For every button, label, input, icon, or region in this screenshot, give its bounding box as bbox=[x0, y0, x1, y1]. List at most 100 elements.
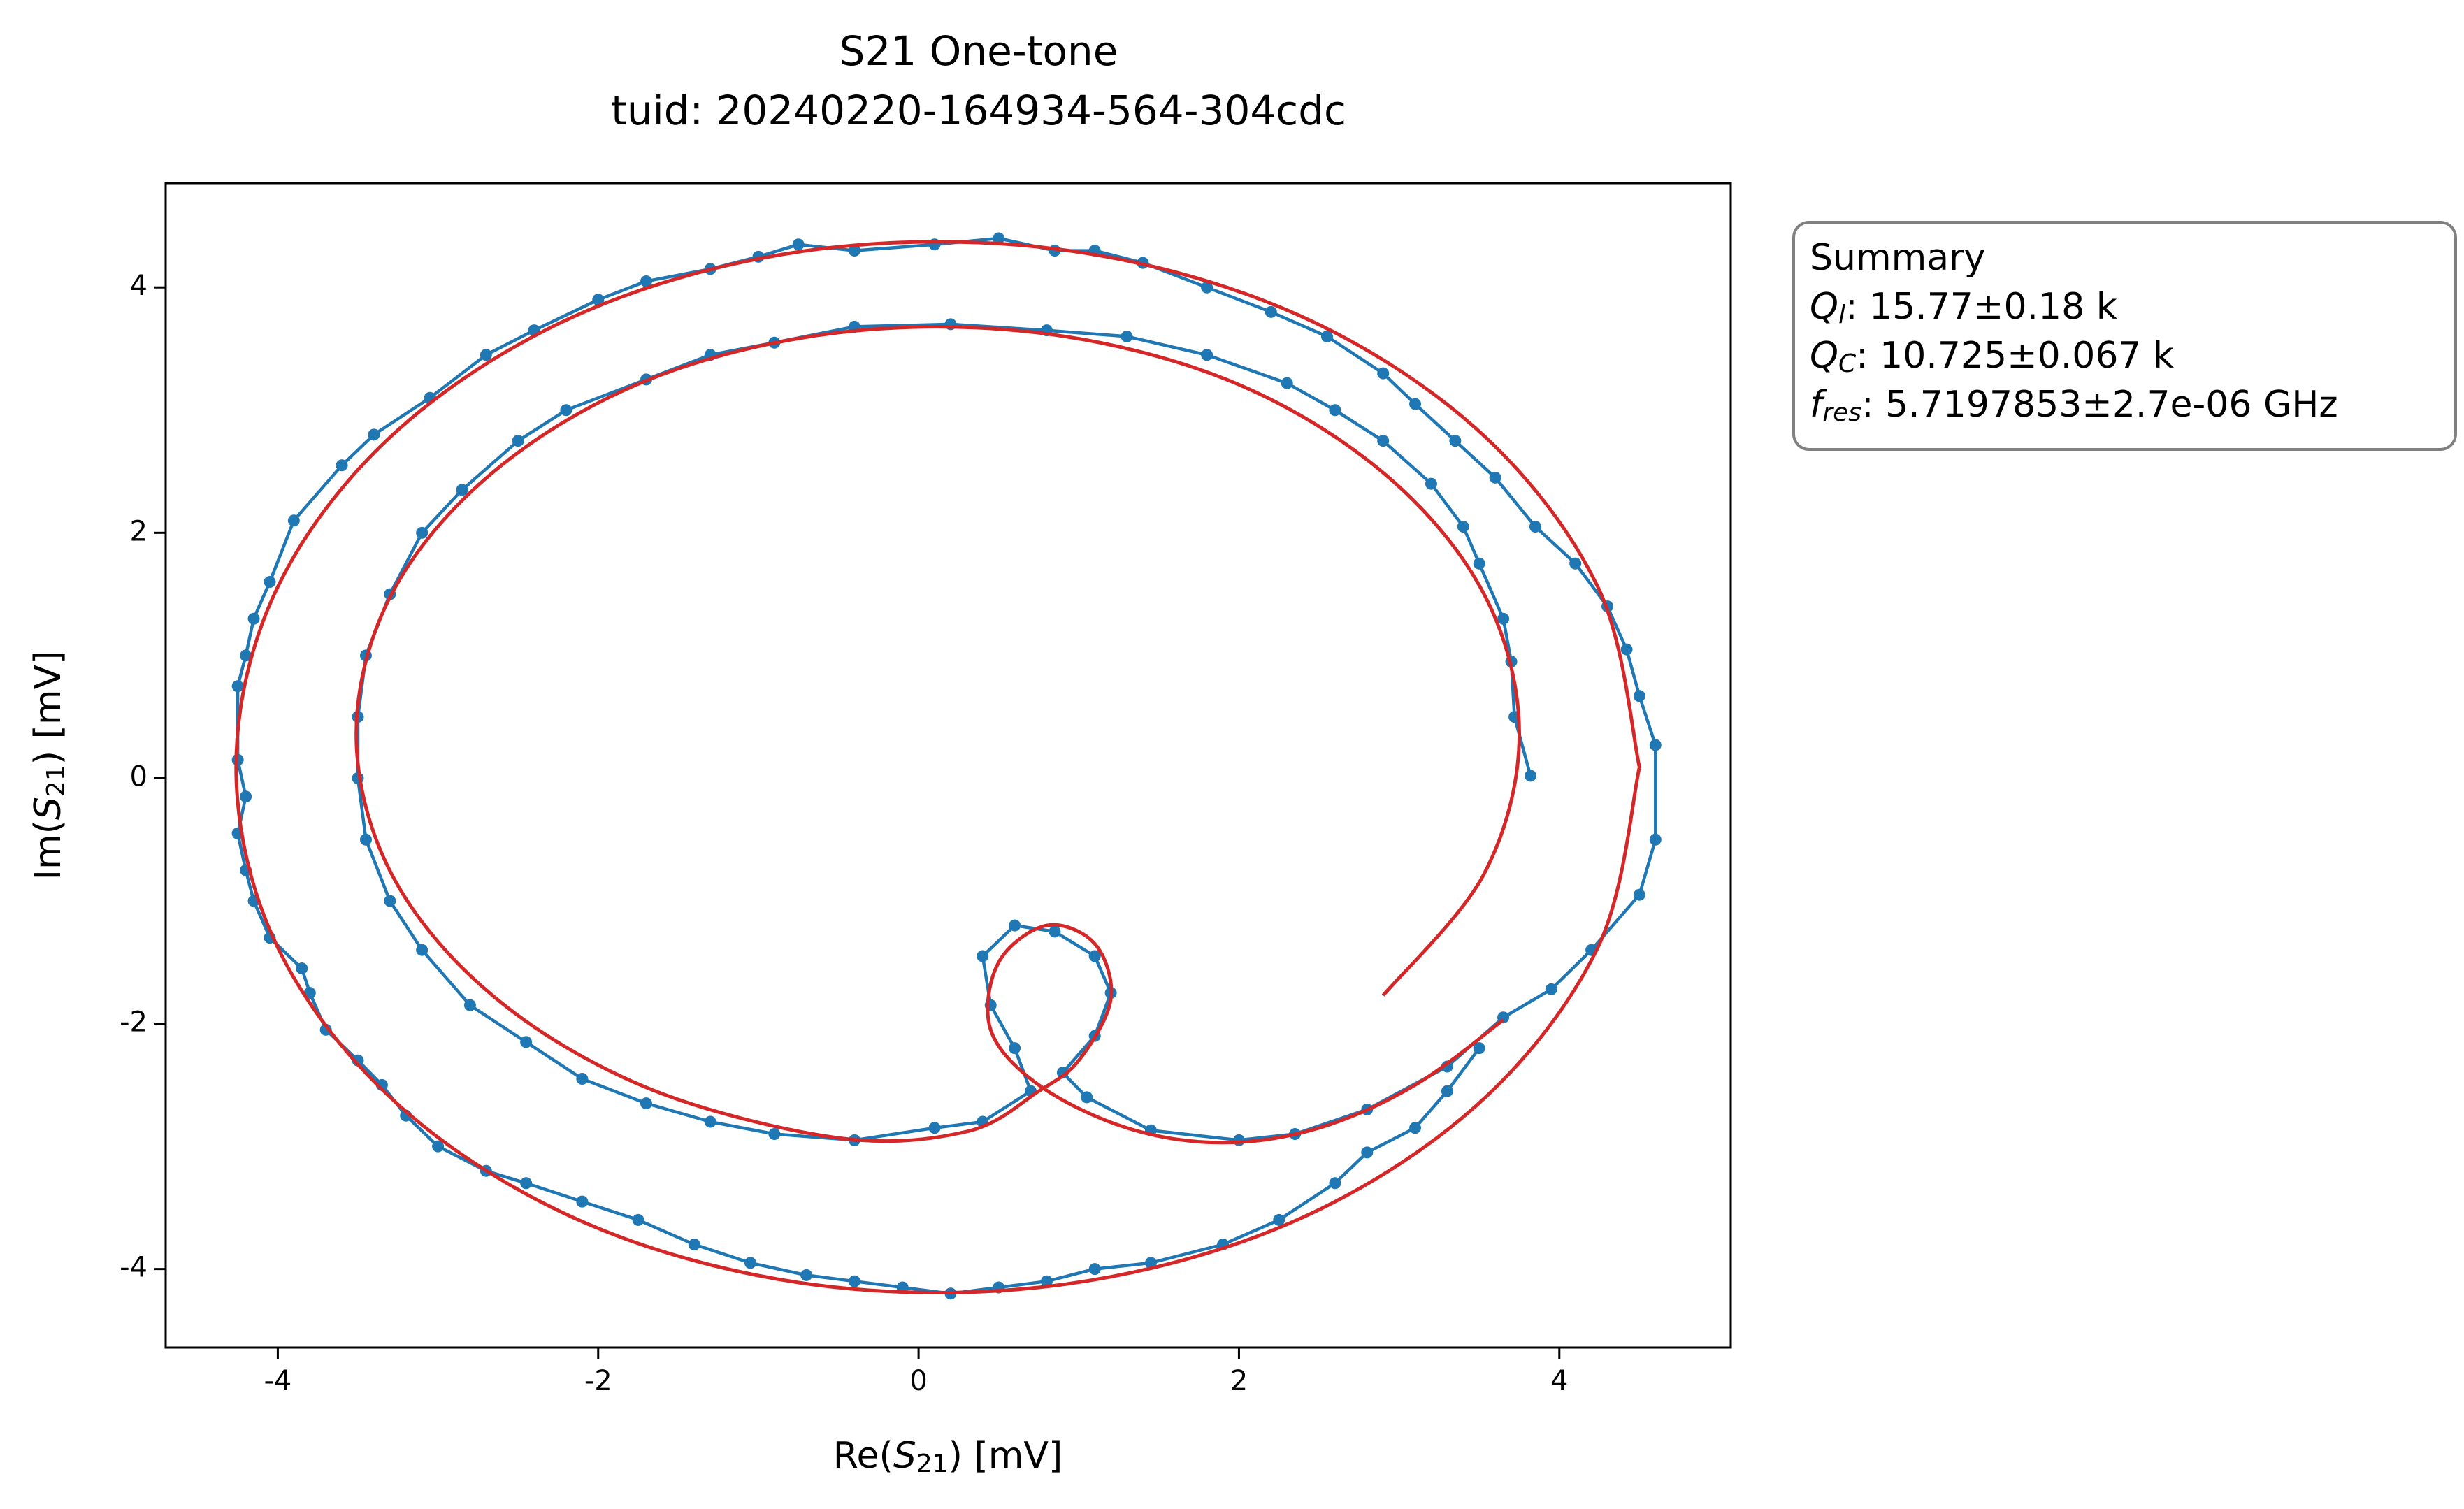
x-tick-label: -2 bbox=[584, 1365, 612, 1397]
x-axis-label: Re(S21) [mV] bbox=[833, 1435, 1063, 1478]
data-point bbox=[1320, 330, 1333, 342]
data-point bbox=[993, 232, 1005, 245]
data-point bbox=[240, 790, 252, 803]
data-point bbox=[1449, 435, 1462, 447]
data-point bbox=[704, 1115, 716, 1128]
y-tick-label: 4 bbox=[130, 270, 147, 302]
data-point bbox=[416, 526, 428, 539]
data-point bbox=[416, 944, 428, 956]
data-point bbox=[1409, 1122, 1422, 1134]
x-label-sub: 21 bbox=[916, 1450, 949, 1478]
summary-title: Summary bbox=[1810, 237, 1985, 279]
data-point bbox=[1425, 477, 1437, 490]
y-tick-label: 0 bbox=[130, 760, 147, 793]
data-point bbox=[688, 1239, 700, 1251]
x-label-part: Re( bbox=[833, 1435, 893, 1477]
data-point bbox=[1329, 1177, 1341, 1190]
y-tick-label: -2 bbox=[120, 1006, 147, 1039]
summary-text: : 5.7197853±2.7e-06 GHz bbox=[1861, 384, 2338, 426]
data-point bbox=[1232, 1134, 1245, 1146]
plot-area bbox=[231, 232, 1662, 1300]
data-point bbox=[1088, 950, 1101, 962]
axes-frame bbox=[164, 182, 1732, 1349]
data-point bbox=[240, 649, 252, 662]
data-point bbox=[1273, 1213, 1285, 1226]
data-point bbox=[800, 1269, 813, 1281]
data-point bbox=[928, 1122, 941, 1134]
summary-line: fres: 5.7197853±2.7e-06 GHz bbox=[1810, 384, 2338, 427]
data-point bbox=[1377, 435, 1390, 447]
data-point bbox=[336, 459, 348, 472]
y-label-part: Im( bbox=[27, 820, 69, 880]
summary-symbol: Q bbox=[1810, 335, 1838, 377]
data-point bbox=[1649, 739, 1662, 751]
summary-line: Ql: 15.77±0.18 k bbox=[1810, 286, 2117, 329]
data-point bbox=[592, 294, 605, 306]
data-point bbox=[1473, 1042, 1485, 1055]
data-point bbox=[264, 576, 276, 589]
summary-text: : 10.725±0.067 k bbox=[1856, 335, 2174, 377]
summary-sub: C bbox=[1838, 349, 1857, 378]
x-label-symbol: S bbox=[893, 1435, 916, 1477]
data-point bbox=[1497, 612, 1510, 625]
data-point bbox=[1265, 305, 1277, 318]
data-point bbox=[480, 349, 492, 361]
data-point bbox=[1377, 367, 1390, 380]
data-point bbox=[977, 950, 989, 962]
data-point bbox=[1009, 1042, 1021, 1055]
data-point bbox=[432, 1140, 445, 1153]
data-point bbox=[384, 895, 396, 907]
summary-box bbox=[1792, 221, 2457, 451]
data-point bbox=[1473, 557, 1485, 570]
y-tick-label: 2 bbox=[130, 515, 147, 547]
summary-sub: res bbox=[1822, 398, 1861, 427]
data-point bbox=[512, 435, 524, 447]
data-point bbox=[1040, 1275, 1053, 1287]
data-point bbox=[247, 612, 260, 625]
data-point bbox=[1088, 1263, 1101, 1276]
x-tick-label: 0 bbox=[909, 1365, 927, 1397]
data-point bbox=[848, 1275, 860, 1287]
chart-subtitle: tuid: 20240220-164934-564-304cdc bbox=[611, 87, 1346, 134]
summary-symbol: Q bbox=[1810, 286, 1838, 328]
data-point bbox=[792, 238, 805, 251]
data-point bbox=[359, 833, 372, 846]
data-point bbox=[520, 1036, 533, 1048]
data-point bbox=[1529, 521, 1541, 533]
data-point bbox=[1457, 521, 1469, 533]
data-point bbox=[768, 1128, 781, 1141]
data-point bbox=[1620, 643, 1633, 656]
data-point bbox=[632, 1213, 644, 1226]
data-point bbox=[1489, 471, 1501, 484]
data-point bbox=[576, 1073, 589, 1085]
data-point bbox=[848, 245, 860, 257]
data-point bbox=[560, 404, 572, 417]
summary-line: QC: 10.725±0.067 k bbox=[1810, 335, 2174, 378]
data-point bbox=[520, 1177, 533, 1190]
data-point bbox=[287, 514, 300, 527]
x-tick-label: -4 bbox=[264, 1365, 291, 1397]
data-point bbox=[1009, 919, 1021, 932]
x-tick-label: 2 bbox=[1230, 1365, 1248, 1397]
data-point bbox=[296, 962, 308, 975]
data-point bbox=[1525, 770, 1537, 782]
y-label-part: ) [mV] bbox=[27, 651, 69, 765]
data-point bbox=[1201, 281, 1213, 294]
data-point bbox=[1633, 888, 1645, 901]
x-tick-label: 4 bbox=[1550, 1365, 1568, 1397]
data-point bbox=[1361, 1146, 1374, 1159]
data-point bbox=[744, 1257, 756, 1269]
fit-line bbox=[234, 240, 1641, 1294]
data-point bbox=[463, 999, 476, 1011]
data-point bbox=[1409, 398, 1422, 410]
data-point bbox=[1649, 833, 1662, 846]
data-point bbox=[1329, 404, 1341, 417]
y-axis-label: Im(S21) [mV] bbox=[27, 651, 71, 881]
data-point bbox=[368, 428, 380, 441]
data-point bbox=[640, 1097, 653, 1110]
x-label-part: ) [mV] bbox=[949, 1435, 1063, 1477]
data-point bbox=[1441, 1085, 1453, 1097]
summary-lines: Ql: 15.77±0.18 kQC: 10.725±0.067 kfres: … bbox=[1810, 286, 2338, 427]
chart-title: S21 One-tone bbox=[840, 27, 1118, 75]
